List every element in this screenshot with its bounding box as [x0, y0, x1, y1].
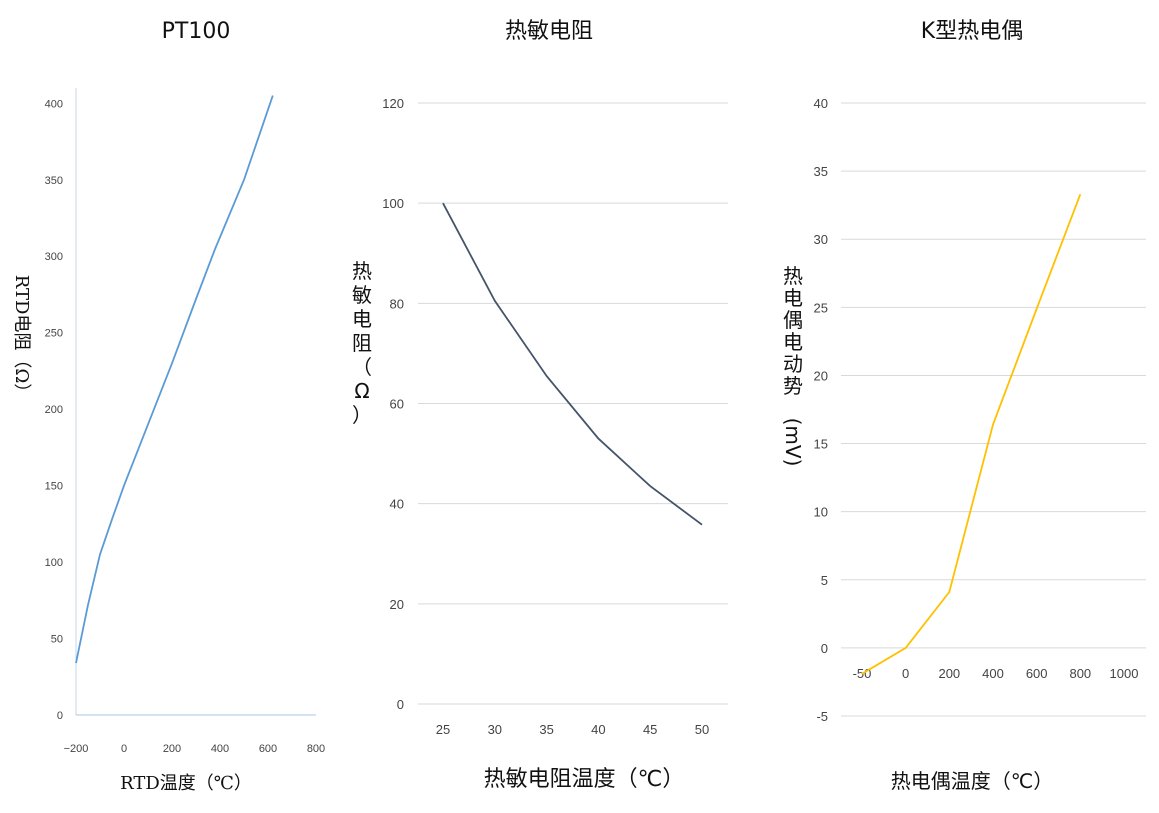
thermocouple-y-tick-label: 25: [814, 300, 828, 315]
thermistor-title: 热敏电阻: [505, 19, 593, 44]
thermocouple-x-tick-label: 400: [982, 666, 1004, 681]
pt100-y-tick-label: 350: [45, 175, 63, 187]
thermocouple-y-tick-label: 15: [814, 437, 828, 452]
pt100-title: PT100: [162, 19, 231, 44]
thermocouple-title: K型热电偶: [921, 19, 1023, 44]
pt100-x-tick-label: −200: [64, 743, 89, 755]
thermocouple-x-tick-label: 600: [1026, 666, 1048, 681]
thermocouple-y-tick-label: 35: [814, 164, 828, 179]
pt100-chart: PT100 0 50 100 150 200 250 300 350 400 −200 0 200 4…: [11, 19, 325, 794]
pt100-y-tick-label: 300: [45, 251, 63, 263]
pt100-y-tick-label: 100: [45, 557, 63, 569]
thermistor-y-tick-label: 0: [397, 697, 404, 712]
thermistor-x-tick-label: 25: [436, 722, 450, 737]
thermocouple-x-axis-title: 热电偶温度（℃）: [891, 769, 1053, 793]
thermocouple-x-tick-label: 800: [1069, 666, 1091, 681]
pt100-y-tick-label: 200: [45, 404, 63, 416]
thermistor-x-tick-label: 40: [591, 722, 605, 737]
thermocouple-x-tick-label: 200: [938, 666, 960, 681]
thermistor-series-line: [442, 202, 703, 526]
pt100-y-tick-label: 250: [45, 328, 63, 340]
thermocouple-y-tick-label: 20: [814, 368, 828, 383]
pt100-y-tick-label: 0: [57, 710, 63, 722]
thermocouple-y-tick-label: 0: [821, 641, 828, 656]
pt100-x-tick-label: 600: [259, 743, 277, 755]
pt100-series-line: [75, 95, 274, 664]
thermocouple-y-tick-label: 5: [821, 573, 828, 588]
thermocouple-series-line: [861, 193, 1082, 675]
thermocouple-y-tick-label: 10: [814, 505, 828, 520]
thermistor-y-tick-label: 80: [390, 296, 404, 311]
pt100-x-axis-title: RTD温度（℃）: [120, 773, 252, 794]
thermistor-chart: 热敏电阻 0 20 40 60 80 100 120 25 30 35 40 45 50 热敏电阻温度…: [352, 19, 728, 792]
thermistor-x-tick-label: 35: [539, 722, 553, 737]
thermocouple-y-tick-label: 40: [814, 96, 828, 111]
thermocouple-x-tick-label: 0: [902, 666, 909, 681]
thermocouple-y-axis-title: 热电偶电动势: [783, 264, 803, 398]
thermocouple-y-tick-label: 30: [814, 232, 828, 247]
pt100-x-tick-label: 400: [211, 743, 229, 755]
thermistor-x-tick-label: 45: [643, 722, 657, 737]
thermistor-y-tick-label: 120: [382, 96, 404, 111]
thermocouple-y-tick-label: -5: [816, 709, 828, 724]
pt100-y-tick-label: 150: [45, 481, 63, 493]
thermistor-y-axis-title: 热敏电阻（ Ω）: [352, 259, 372, 427]
thermistor-y-tick-label: 60: [390, 397, 404, 412]
thermistor-x-axis-title: 热敏电阻温度（℃）: [484, 767, 685, 792]
pt100-x-tick-label: 0: [121, 743, 127, 755]
pt100-x-tick-label: 800: [307, 743, 325, 755]
thermistor-y-tick-label: 100: [382, 196, 404, 211]
thermistor-x-tick-label: 50: [695, 722, 709, 737]
pt100-y-tick-label: 50: [51, 634, 63, 646]
thermocouple-y-axis-unit: (mV): [781, 418, 805, 467]
pt100-y-tick-label: 400: [45, 98, 63, 110]
pt100-y-axis-title: RTD电阻（Ω）: [11, 275, 32, 402]
pt100-x-tick-label: 200: [163, 743, 181, 755]
thermocouple-x-tick-label: 1000: [1110, 666, 1139, 681]
thermistor-y-tick-label: 40: [390, 497, 404, 512]
thermistor-y-tick-label: 20: [390, 597, 404, 612]
thermistor-x-tick-label: 30: [488, 722, 502, 737]
